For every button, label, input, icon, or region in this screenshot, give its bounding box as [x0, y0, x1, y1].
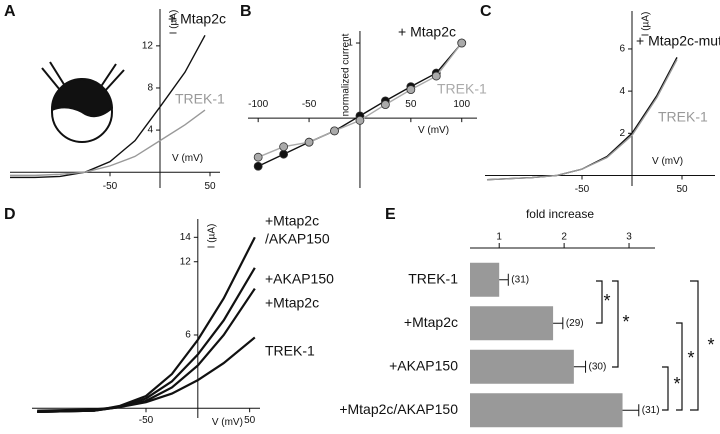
y-tick-label: 6 — [619, 44, 625, 55]
series-label: TREK-1 — [437, 81, 487, 97]
bar — [470, 393, 623, 428]
error-bar — [499, 273, 509, 286]
significance-star: * — [687, 348, 694, 368]
trace — [486, 57, 678, 181]
trace — [37, 236, 256, 413]
series-label: TREK-1 — [658, 109, 708, 125]
x-tick-label: 3 — [626, 232, 632, 243]
x-tick-label: 1 — [496, 232, 502, 243]
y-axis-label: I (µA) — [206, 224, 217, 249]
x-tick-label: -50 — [103, 181, 118, 192]
y-tick-label: 8 — [147, 83, 153, 94]
error-bar — [573, 360, 587, 373]
series-label: TREK-1 — [175, 91, 225, 107]
point — [431, 71, 441, 81]
significance-star: * — [673, 374, 680, 394]
x-tick-label: -50 — [139, 415, 154, 426]
y-tick-label: 6 — [185, 330, 191, 341]
bar — [470, 306, 554, 341]
y-axis-label: normalized current — [341, 33, 352, 116]
y-tick-label: 2 — [619, 128, 625, 139]
y-tick-label: 4 — [147, 125, 153, 136]
n-label: (31) — [511, 274, 529, 285]
n-label: (30) — [589, 361, 607, 372]
point — [406, 85, 416, 94]
panel-letter: C — [480, 3, 492, 20]
x-tick-label: 100 — [453, 99, 470, 110]
category-label: +Mtap2c — [404, 314, 458, 330]
trace — [37, 267, 256, 413]
series-label: +AKAP150 — [265, 271, 334, 287]
series-label: + Mtap2c-mut — [636, 33, 720, 49]
significance-star: * — [622, 312, 629, 332]
n-label: (29) — [566, 318, 584, 329]
significance-brackets — [596, 280, 699, 411]
y-axis-label: I (µA) — [169, 10, 180, 35]
point — [253, 152, 263, 162]
point — [279, 142, 289, 152]
point — [355, 115, 365, 125]
x-axis-label: V (mV) — [172, 153, 203, 164]
y-tick-label: 1 — [347, 38, 353, 49]
x-tick-label: 2 — [561, 232, 567, 243]
x-axis-label: V (mV) — [418, 125, 449, 136]
series-label: + Mtap2c — [398, 24, 456, 40]
category-label: +AKAP150 — [389, 357, 458, 373]
x-tick-label: 50 — [204, 181, 216, 192]
x-tick-label: -50 — [575, 184, 590, 195]
n-label: (31) — [642, 405, 660, 416]
panel-letter: D — [4, 206, 16, 223]
point — [380, 100, 390, 110]
point — [457, 38, 467, 48]
point — [253, 161, 263, 171]
series-label: + Mtap2c — [168, 11, 226, 27]
series-label: +Mtap2c — [265, 295, 319, 311]
error-bar — [622, 404, 640, 417]
category-label: +Mtap2c/AKAP150 — [339, 401, 458, 417]
point — [279, 149, 289, 159]
point — [330, 126, 339, 136]
point — [304, 137, 314, 147]
series-label: /AKAP150 — [265, 231, 330, 247]
panel-letter: E — [385, 206, 396, 223]
panel-letter: B — [240, 3, 252, 20]
trace — [37, 287, 256, 413]
significance-star: * — [707, 335, 714, 355]
y-tick-label: 12 — [142, 40, 154, 51]
trace — [486, 59, 678, 181]
x-tick-label: -50 — [302, 99, 317, 110]
cell-icon — [41, 61, 125, 143]
error-bar — [553, 317, 564, 330]
x-tick-label: 50 — [405, 99, 417, 110]
x-tick-label: 50 — [244, 415, 256, 426]
trace — [37, 336, 256, 412]
trace — [10, 34, 206, 179]
y-tick-label: 4 — [619, 86, 625, 97]
y-tick-label: 12 — [180, 256, 192, 267]
panel-letter: A — [4, 3, 16, 20]
x-axis-label: V (mV) — [212, 417, 243, 428]
x-axis-label: V (mV) — [652, 156, 683, 167]
series-label: TREK-1 — [265, 343, 315, 359]
bar — [470, 262, 500, 297]
chart-title: fold increase — [526, 207, 594, 221]
trace — [10, 109, 206, 177]
category-label: TREK-1 — [408, 270, 458, 286]
x-tick-label: 50 — [676, 184, 688, 195]
significance-star: * — [603, 291, 610, 311]
y-tick-label: 14 — [180, 232, 192, 243]
x-tick-label: -100 — [248, 99, 268, 110]
bar — [470, 349, 574, 384]
series-label: +Mtap2c — [265, 213, 319, 229]
y-axis-label: I (µA) — [641, 12, 652, 37]
